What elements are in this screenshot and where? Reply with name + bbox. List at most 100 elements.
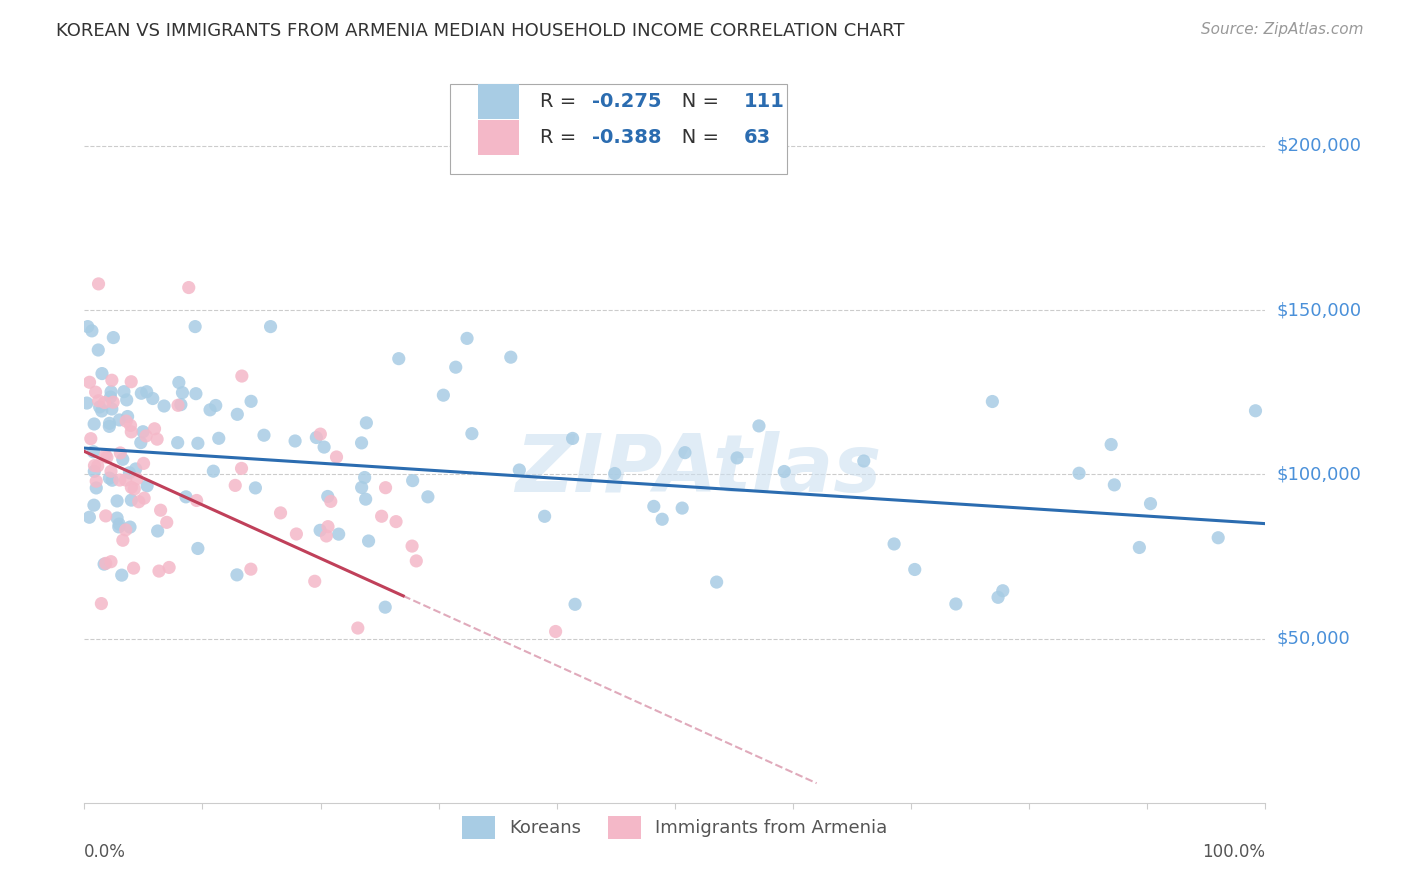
Point xyxy=(370,509,392,524)
Point xyxy=(388,351,411,366)
Point xyxy=(374,600,396,615)
Point xyxy=(120,493,142,508)
Point xyxy=(456,331,478,345)
Point xyxy=(1128,541,1150,555)
Point xyxy=(643,500,665,514)
Point xyxy=(120,480,142,494)
Point xyxy=(83,498,105,512)
Text: 100.0%: 100.0% xyxy=(1202,843,1265,861)
Point xyxy=(346,621,368,635)
Point xyxy=(153,399,176,413)
Point xyxy=(79,376,101,390)
Point xyxy=(84,385,107,400)
Point xyxy=(143,422,166,436)
Point xyxy=(748,418,770,433)
Point xyxy=(187,541,209,556)
Point xyxy=(544,624,567,639)
Point xyxy=(105,494,128,508)
Text: 111: 111 xyxy=(744,92,785,111)
Point xyxy=(309,524,332,538)
Point xyxy=(172,385,194,400)
Point xyxy=(773,465,796,479)
Point xyxy=(79,510,101,524)
Point xyxy=(198,402,221,417)
Point xyxy=(186,493,208,508)
Point xyxy=(184,319,207,334)
Point xyxy=(124,482,146,496)
Legend: Koreans, Immigrants from Armenia: Koreans, Immigrants from Armenia xyxy=(453,806,897,848)
Text: N =: N = xyxy=(664,92,725,111)
Point xyxy=(115,414,138,428)
FancyBboxPatch shape xyxy=(478,84,519,119)
Point xyxy=(111,533,134,548)
Point xyxy=(316,490,339,504)
Point xyxy=(883,537,905,551)
Point xyxy=(239,562,262,576)
Point xyxy=(416,490,439,504)
Point xyxy=(706,575,728,590)
Point xyxy=(671,501,693,516)
Point xyxy=(405,554,427,568)
Point xyxy=(98,417,121,431)
Point xyxy=(374,481,396,495)
Point xyxy=(84,474,107,488)
Point xyxy=(100,555,122,569)
Text: KOREAN VS IMMIGRANTS FROM ARMENIA MEDIAN HOUSEHOLD INCOME CORRELATION CHART: KOREAN VS IMMIGRANTS FROM ARMENIA MEDIAN… xyxy=(56,22,904,40)
Point xyxy=(309,427,332,442)
Point xyxy=(135,384,157,399)
Point xyxy=(350,436,373,450)
Point xyxy=(101,373,124,387)
Text: $150,000: $150,000 xyxy=(1277,301,1361,319)
Point xyxy=(112,384,135,399)
Point xyxy=(110,446,132,460)
Point xyxy=(94,508,117,523)
Point xyxy=(114,523,136,537)
Point xyxy=(93,395,115,409)
Point xyxy=(231,461,253,475)
Point xyxy=(226,567,249,582)
Point xyxy=(204,399,226,413)
Point xyxy=(132,425,155,439)
Point xyxy=(987,591,1010,605)
Point xyxy=(187,436,209,450)
Point xyxy=(96,450,118,465)
Point xyxy=(84,481,107,495)
Point xyxy=(319,494,342,508)
Point xyxy=(1104,478,1126,492)
Point xyxy=(904,562,927,576)
Point xyxy=(83,458,105,473)
Point xyxy=(111,452,134,467)
Point xyxy=(142,392,165,406)
Point xyxy=(90,404,112,418)
Point xyxy=(82,444,104,458)
Point xyxy=(226,407,249,421)
Point xyxy=(135,429,157,443)
Point xyxy=(259,319,281,334)
Point xyxy=(146,432,169,446)
Point xyxy=(117,409,139,424)
Point xyxy=(80,432,103,446)
Point xyxy=(245,481,267,495)
Point xyxy=(125,462,148,476)
Point xyxy=(177,280,200,294)
Point xyxy=(103,330,125,344)
Point xyxy=(284,434,307,448)
FancyBboxPatch shape xyxy=(478,120,519,154)
Point xyxy=(83,417,105,431)
Point xyxy=(108,517,131,532)
Point xyxy=(101,473,124,487)
Point xyxy=(125,472,148,486)
Point xyxy=(120,375,142,389)
Point xyxy=(184,386,207,401)
Point xyxy=(533,509,555,524)
Point xyxy=(122,561,145,575)
Point xyxy=(353,470,375,484)
Point xyxy=(945,597,967,611)
Point xyxy=(87,393,110,408)
Point xyxy=(253,428,276,442)
Point xyxy=(328,527,350,541)
Point xyxy=(134,491,156,505)
Point xyxy=(93,557,115,571)
FancyBboxPatch shape xyxy=(450,84,787,174)
Point xyxy=(1244,403,1267,417)
